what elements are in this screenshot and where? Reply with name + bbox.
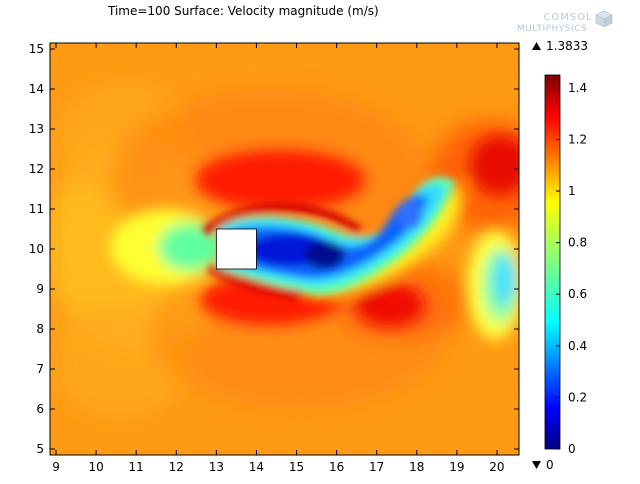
colorbar-tick-label: 1.4 <box>568 81 587 95</box>
y-tick-label: 12 <box>29 162 44 176</box>
max-marker-icon <box>532 42 541 50</box>
y-tick-label: 7 <box>36 362 44 376</box>
plot-title: Time=100 Surface: Velocity magnitude (m/… <box>107 4 379 18</box>
x-tick-label: 20 <box>489 460 504 474</box>
y-tick-label: 14 <box>29 82 44 96</box>
y-tick-label: 13 <box>29 122 44 136</box>
colorbar-tick-label: 1.2 <box>568 132 587 146</box>
x-tick-label: 10 <box>88 460 103 474</box>
y-tick-label: 11 <box>29 202 44 216</box>
colorbar-tick-label: 0.8 <box>568 236 587 250</box>
y-tick-label: 5 <box>36 442 44 456</box>
y-tick-label: 10 <box>29 242 44 256</box>
x-tick-label: 14 <box>249 460 264 474</box>
obstacle-square <box>215 228 257 270</box>
x-tick-label: 18 <box>409 460 424 474</box>
x-axis: 9 10 11 12 13 14 15 16 17 18 19 20 <box>52 43 505 474</box>
y-tick-label: 9 <box>36 282 44 296</box>
colorbar-max-label: 1.3833 <box>546 39 588 53</box>
velocity-field <box>50 43 519 455</box>
y-axis: 5 6 7 8 9 10 11 12 13 14 15 <box>29 42 519 456</box>
logo-line-2: MULTIPHYSICS <box>517 24 587 34</box>
colorbar-min-label: 0 <box>546 458 554 472</box>
colorbar-tick-label: 1 <box>568 184 576 198</box>
x-tick-label: 16 <box>329 460 344 474</box>
y-tick-label: 6 <box>36 402 44 416</box>
x-tick-label: 12 <box>169 460 184 474</box>
x-tick-label: 13 <box>209 460 224 474</box>
y-tick-label: 8 <box>36 322 44 336</box>
wake-layers <box>202 176 455 300</box>
min-marker-icon <box>532 461 541 469</box>
colorbar-gradient <box>544 74 561 450</box>
colorbar-tick-label: 0.2 <box>568 390 587 404</box>
colorbar-tick-label: 0 <box>568 442 576 456</box>
x-tick-label: 15 <box>289 460 304 474</box>
logo-cube-icon <box>595 10 613 28</box>
x-tick-label: 9 <box>52 460 60 474</box>
colorbar-tick-label: 0.6 <box>568 287 587 301</box>
x-tick-label: 11 <box>129 460 144 474</box>
colorbar: 1.3833 0 0.2 0.4 0.6 0.8 1 1.2 1.4 0 <box>532 39 588 472</box>
comsol-logo: COMSOL MULTIPHYSICS <box>517 10 613 34</box>
colorbar-ticks: 0 0.2 0.4 0.6 0.8 1 1.2 1.4 <box>556 81 587 456</box>
x-tick-label: 19 <box>449 460 464 474</box>
logo-line-1: COMSOL <box>543 12 592 23</box>
y-tick-label: 15 <box>29 42 44 56</box>
colorbar-tick-label: 0.4 <box>568 339 587 353</box>
x-tick-label: 17 <box>369 460 384 474</box>
